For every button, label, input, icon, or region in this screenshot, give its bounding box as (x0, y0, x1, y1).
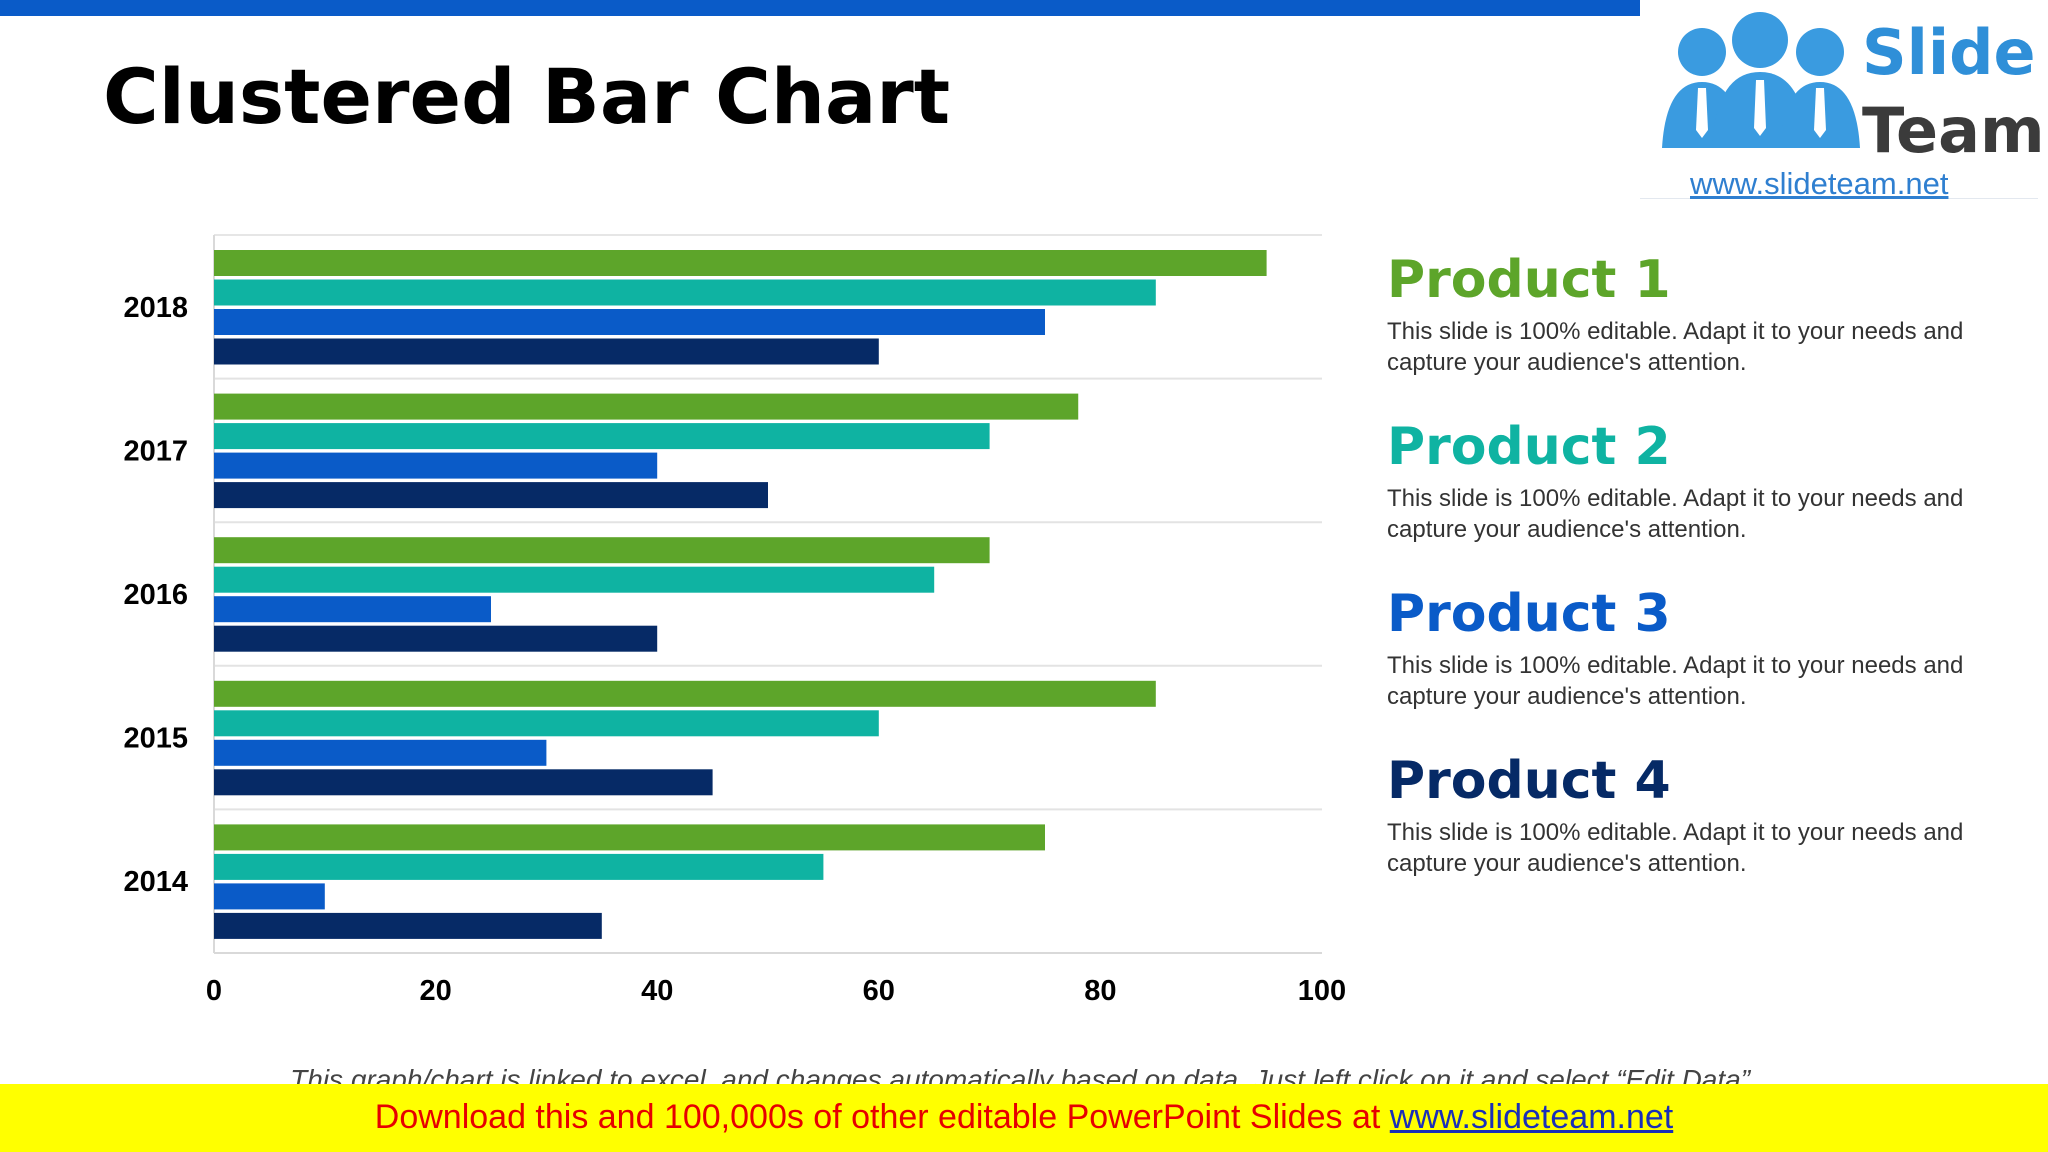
banner-link[interactable]: www.slideteam.net (1389, 1098, 1674, 1136)
chart-bars (214, 250, 1267, 939)
legend-item-product-3: Product 3 This slide is 100% editable. A… (1387, 582, 2007, 749)
bar-2016-product-2 (214, 566, 935, 593)
clustered-bar-chart: 2018 2017 2016 2015 2014 0 20 40 60 80 100 (123, 234, 1346, 1007)
banner-text: Download this and 100,000s of other edit… (374, 1098, 1390, 1136)
legend-description: This slide is 100% editable. Adapt it to… (1387, 318, 1964, 376)
bar-2015-product-2 (214, 710, 879, 737)
chart-gridlines (213, 234, 1322, 954)
legend-item-product-4: Product 4 This slide is 100% editable. A… (1387, 749, 2007, 916)
category-label-2017: 2017 (123, 435, 188, 467)
bar-2018-product-4 (214, 338, 879, 365)
legend-description: This slide is 100% editable. Adapt it to… (1387, 652, 1964, 710)
x-tick-label-60: 60 (863, 975, 895, 1007)
x-tick-label-0: 0 (206, 975, 222, 1007)
bar-2015-product-4 (214, 769, 713, 796)
legend-name: Product 3 (1387, 584, 1671, 644)
logo-word-team: Team (1862, 94, 2045, 167)
people-icon (1662, 12, 1860, 148)
x-tick-label-100: 100 (1298, 975, 1346, 1007)
bar-2018-product-1 (214, 250, 1267, 276)
bar-2016-product-3 (214, 596, 491, 623)
category-label-2015: 2015 (123, 723, 188, 755)
bar-2017-product-4 (214, 482, 768, 509)
bar-2014-product-2 (214, 853, 824, 880)
bar-2014-product-1 (214, 824, 1045, 851)
legend-item-product-1: Product 1 This slide is 100% editable. A… (1387, 248, 2007, 415)
bar-2018-product-3 (214, 309, 1045, 335)
x-tick-label-80: 80 (1084, 975, 1116, 1007)
bar-2017-product-1 (214, 393, 1079, 420)
x-tick-label-20: 20 (419, 975, 451, 1007)
category-label-2014: 2014 (123, 866, 188, 898)
legend-description: This slide is 100% editable. Adapt it to… (1387, 485, 1964, 543)
bar-2016-product-4 (214, 625, 658, 652)
logo-word-slide: Slide (1862, 16, 2036, 89)
bar-2014-product-3 (214, 883, 325, 910)
legend-description: This slide is 100% editable. Adapt it to… (1387, 819, 1964, 877)
legend-name: Product 1 (1387, 250, 1671, 310)
legend-panel: Product 1 This slide is 100% editable. A… (1387, 248, 2007, 916)
x-tick-label-40: 40 (641, 975, 673, 1007)
category-label-2016: 2016 (123, 579, 188, 611)
bar-2015-product-1 (214, 680, 1156, 707)
bar-2016-product-1 (214, 537, 990, 564)
legend-item-product-2: Product 2 This slide is 100% editable. A… (1387, 415, 2007, 582)
category-label-2018: 2018 (123, 292, 188, 324)
logo-url-link[interactable]: www.slideteam.net (1690, 166, 1949, 201)
bar-2018-product-2 (214, 279, 1156, 306)
download-banner: Download this and 100,000s of other edit… (0, 1084, 2048, 1152)
chart-labels: 2018 2017 2016 2015 2014 0 20 40 60 80 100 (123, 292, 1346, 1007)
slide-title: Clustered Bar Chart (103, 52, 951, 141)
top-accent-bar (0, 0, 1640, 16)
bar-2014-product-4 (214, 912, 602, 939)
slideteam-logo: Slide Team www.slideteam.net (1640, 0, 2045, 201)
legend-name: Product 2 (1387, 417, 1671, 477)
legend-name: Product 4 (1387, 751, 1671, 811)
bar-2017-product-3 (214, 452, 658, 479)
bar-2015-product-3 (214, 739, 547, 766)
bar-2017-product-2 (214, 423, 990, 450)
